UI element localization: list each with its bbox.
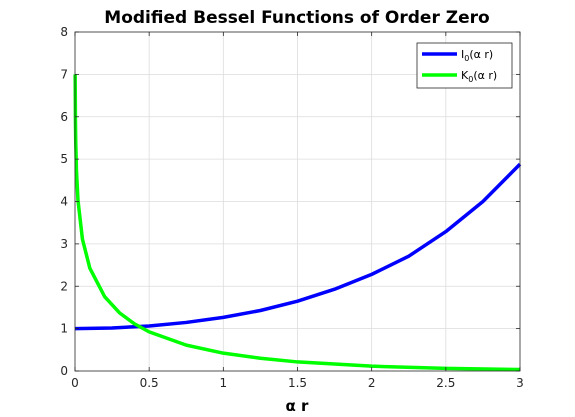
x-axis-label: α r — [286, 397, 310, 415]
series-line-i0 — [74, 162, 522, 331]
legend-label: K0(α r) — [461, 69, 497, 84]
y-tick-label: 3 — [60, 237, 68, 251]
y-tick-label: 2 — [60, 279, 68, 293]
y-tick-label: 8 — [60, 25, 68, 39]
x-tick-label: 2 — [368, 376, 376, 390]
chart-title: Modified Bessel Functions of Order Zero — [104, 8, 489, 28]
y-tick-label: 0 — [60, 364, 68, 378]
y-tick-label: 7 — [60, 67, 68, 81]
x-tick-label: 0 — [71, 376, 79, 390]
x-tick-label: 1 — [220, 376, 228, 390]
x-tick-label: 0.5 — [140, 376, 159, 390]
y-tick-label: 1 — [60, 322, 68, 336]
legend-box — [416, 42, 513, 89]
grid — [75, 32, 520, 371]
x-tick-label: 1.5 — [288, 376, 307, 390]
plot-area — [73, 74, 522, 372]
axes: 0 0.5 1 1.5 2 2.5 3 0 1 2 3 4 5 6 7 8 — [60, 25, 523, 390]
legend-label: I0(α r) — [461, 48, 493, 63]
legend: I0(α r) K0(α r) — [416, 42, 513, 89]
x-tick-label: 3 — [516, 376, 524, 390]
x-tick-label: 2.5 — [436, 376, 455, 390]
y-tick-label: 4 — [60, 195, 68, 209]
y-tick-label: 5 — [60, 152, 68, 166]
series-line-k0 — [73, 74, 521, 372]
y-tick-label: 6 — [60, 110, 68, 124]
